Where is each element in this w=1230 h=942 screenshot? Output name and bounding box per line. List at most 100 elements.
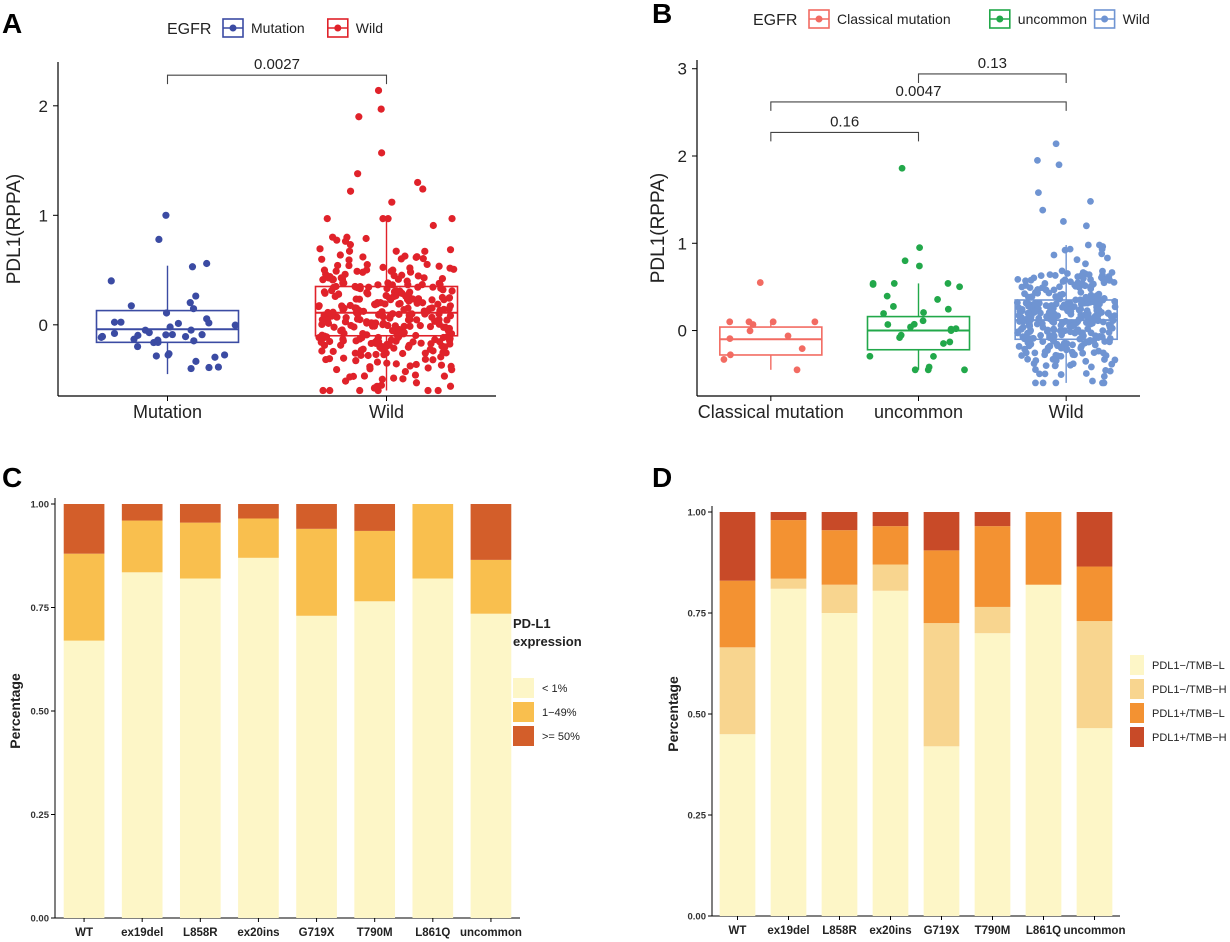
data-point xyxy=(418,281,426,289)
outlier-point xyxy=(188,263,197,271)
data-point xyxy=(1037,309,1044,317)
data-point xyxy=(1074,326,1082,334)
data-point xyxy=(383,285,391,293)
data-point xyxy=(318,316,326,324)
outlier-point xyxy=(1039,206,1047,214)
data-point xyxy=(363,266,371,274)
data-point xyxy=(338,275,347,283)
data-point xyxy=(318,255,326,263)
data-point xyxy=(1076,335,1084,343)
outlier-point xyxy=(388,198,396,206)
data-point xyxy=(395,310,403,318)
data-point xyxy=(162,331,170,339)
data-point xyxy=(345,261,353,270)
data-point xyxy=(368,322,377,330)
outlier-point xyxy=(162,211,170,219)
x-tick-label: G719X xyxy=(924,925,960,937)
outlier-point xyxy=(756,279,764,286)
data-point xyxy=(1069,360,1077,368)
data-point xyxy=(389,310,397,318)
data-point xyxy=(1044,326,1052,334)
data-point xyxy=(1089,377,1096,385)
data-point xyxy=(1032,379,1039,387)
stacked-bar-segment xyxy=(238,518,279,558)
data-point xyxy=(1032,366,1039,373)
data-point xyxy=(324,319,333,327)
data-point xyxy=(1039,379,1047,387)
legend-key xyxy=(1130,679,1144,699)
data-point xyxy=(1066,299,1074,307)
data-point xyxy=(324,308,332,317)
data-point xyxy=(107,277,115,285)
data-point xyxy=(1030,274,1038,282)
data-point xyxy=(320,288,329,296)
data-point xyxy=(1056,327,1064,335)
legend-label: PDL1+/TMB−H xyxy=(1152,732,1227,744)
legend-title: PD-L1 xyxy=(513,616,551,631)
data-point xyxy=(1031,349,1039,357)
panel-c-label: C xyxy=(2,462,22,493)
panel-b-label: B xyxy=(652,0,672,29)
stacked-bar-segment xyxy=(63,504,105,554)
data-point xyxy=(166,323,174,331)
data-point xyxy=(1111,303,1119,311)
y-tick-label: 0.00 xyxy=(688,912,707,923)
legend-key xyxy=(1130,655,1144,675)
data-point xyxy=(880,310,887,317)
data-point xyxy=(154,338,162,347)
data-point xyxy=(198,331,206,339)
data-point xyxy=(220,351,229,359)
data-point xyxy=(1071,351,1078,359)
data-point xyxy=(1061,276,1069,284)
data-point xyxy=(448,214,456,223)
outlier-point xyxy=(414,178,422,187)
data-point xyxy=(319,276,327,284)
stacked-bar-segment xyxy=(470,613,512,918)
legend-label: Mutation xyxy=(251,20,305,36)
panel-c-plot: 0.00 0.25 0.50 0.75 1.00 Percentage WT ex19del L… xyxy=(7,498,522,939)
data-point xyxy=(360,372,369,380)
data-point xyxy=(869,281,877,288)
data-point xyxy=(1111,298,1119,305)
data-point xyxy=(1052,357,1060,365)
data-point xyxy=(1067,307,1075,315)
data-point xyxy=(1048,312,1056,320)
data-point xyxy=(1021,290,1028,298)
data-point xyxy=(329,275,337,283)
data-point xyxy=(911,366,919,374)
x-tick-label: L858R xyxy=(822,925,857,937)
data-point xyxy=(1042,362,1050,370)
x-tick-label: Wild xyxy=(1049,402,1084,422)
data-point xyxy=(1035,314,1043,322)
comparison-bracket xyxy=(166,74,388,85)
data-point xyxy=(214,363,223,371)
data-point xyxy=(329,308,337,316)
x-tick-label: ex19del xyxy=(767,925,809,937)
data-point xyxy=(1024,315,1032,323)
box-iqr xyxy=(719,326,823,356)
data-point xyxy=(1041,351,1049,359)
data-point xyxy=(1078,280,1086,287)
outlier-point xyxy=(419,185,427,193)
data-point xyxy=(947,325,955,333)
y-tick-label: 0.75 xyxy=(31,603,50,614)
data-point xyxy=(438,274,447,283)
data-point xyxy=(399,375,407,383)
data-point xyxy=(720,356,728,363)
data-point xyxy=(379,263,387,271)
data-point xyxy=(367,339,375,348)
stacked-bar-segment xyxy=(63,640,105,918)
stacked-bar-segment xyxy=(470,559,512,614)
data-point xyxy=(1087,329,1095,337)
data-point xyxy=(946,338,954,346)
x-tick-label: uncommon xyxy=(460,927,522,939)
data-point xyxy=(1031,308,1039,315)
data-point xyxy=(1034,286,1042,293)
y-tick-label: 2 xyxy=(678,147,687,166)
data-point xyxy=(190,337,198,345)
data-point xyxy=(1087,363,1095,371)
data-point xyxy=(1031,300,1039,307)
y-tick-label: 0 xyxy=(678,322,687,341)
data-point xyxy=(412,379,421,387)
